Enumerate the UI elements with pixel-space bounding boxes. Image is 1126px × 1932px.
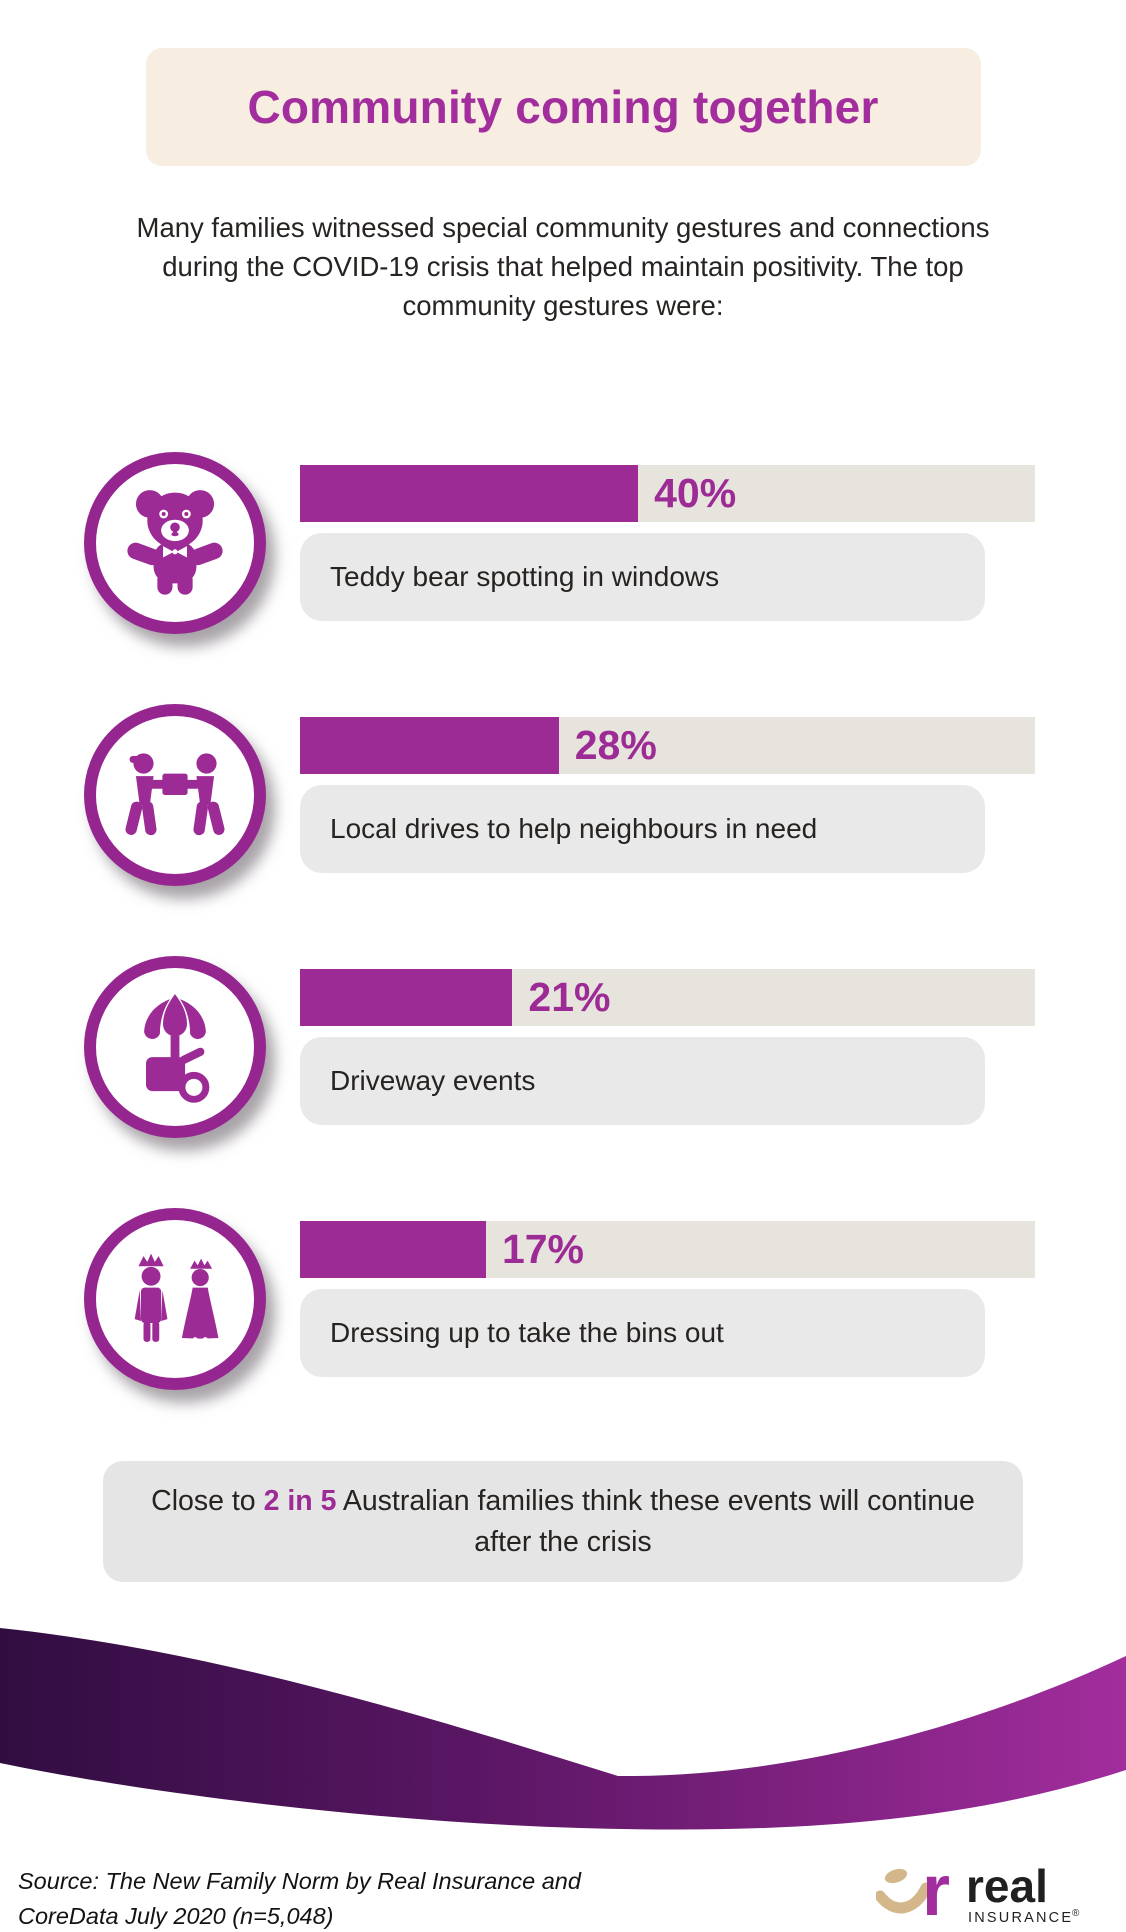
callout-text-suffix: Australian families think these events w… <box>336 1485 975 1558</box>
real-insurance-logo: r real INSURANCE ® <box>874 1846 1112 1931</box>
bar-percent-label: 21% <box>528 974 611 1021</box>
bar-fill-1 <box>300 717 559 775</box>
gesture-row-dressing-up: 17% Dressing up to take the bins out <box>84 1208 1035 1391</box>
logo-wordmark: real <box>966 1860 1048 1912</box>
gesture-row-teddy-bear: 40% Teddy bear spotting in windows <box>84 452 1035 635</box>
title-banner: Community coming together <box>145 48 981 166</box>
gesture-label-box: Teddy bear spotting in windows <box>300 533 985 622</box>
logo-registered-mark: ® <box>1072 1908 1080 1919</box>
callout-box: Close to 2 in 5 Australian families thin… <box>103 1461 1023 1583</box>
bottom-wave <box>0 1628 1126 1830</box>
gesture-label: Dressing up to take the bins out <box>330 1317 724 1349</box>
intro-text: Many families witnessed special communit… <box>136 212 990 322</box>
gesture-row-driveway-events: 21% Driveway events <box>84 956 1035 1139</box>
bar-percent-label: 17% <box>501 1226 585 1273</box>
driveway-cart-icon <box>84 956 266 1139</box>
bar-percent-label: 28% <box>574 722 657 769</box>
gesture-label-box: Local drives to help neighbours in need <box>300 785 985 874</box>
logo-r: r <box>922 1851 950 1928</box>
logo-subtitle: INSURANCE <box>968 1910 1073 1926</box>
bar-percent-label: 40% <box>654 470 737 517</box>
gesture-row-local-drives: 28% Local drives to help neighbours in n… <box>84 704 1035 887</box>
page-title: Community coming together <box>247 81 879 133</box>
bar-track: 17% <box>300 1221 1035 1279</box>
teddy-bear-icon <box>84 452 266 635</box>
king-and-queen-icon <box>84 1208 266 1391</box>
bar-fill-0 <box>300 465 639 523</box>
bar-fill-2 <box>300 969 513 1027</box>
gestures-chart: 40% Teddy bear spotting in windows <box>0 452 1126 1391</box>
gesture-label-box: Dressing up to take the bins out <box>300 1289 985 1378</box>
row-content: 40% Teddy bear spotting in windows <box>300 465 1035 622</box>
logo-swoosh-icon <box>874 1868 932 1914</box>
bar-fill-3 <box>300 1221 486 1279</box>
callout-text-prefix: Close to <box>151 1485 264 1518</box>
gesture-label: Driveway events <box>330 1065 536 1097</box>
bar-track: 28% <box>300 717 1035 775</box>
gesture-label: Teddy bear spotting in windows <box>330 561 720 593</box>
row-content: 28% Local drives to help neighbours in n… <box>300 717 1035 874</box>
neighbours-carrying-box-icon <box>84 704 266 887</box>
bar-track: 21% <box>300 969 1035 1027</box>
gesture-label: Local drives to help neighbours in need <box>330 813 818 845</box>
gesture-label-box: Driveway events <box>300 1037 985 1126</box>
row-content: 21% Driveway events <box>300 969 1035 1126</box>
callout-highlight: 2 in 5 <box>263 1485 337 1518</box>
source-text: Source: The New Family Norm by Real Insu… <box>18 1867 581 1929</box>
row-content: 17% Dressing up to take the bins out <box>300 1221 1035 1378</box>
bar-track: 40% <box>300 465 1035 523</box>
